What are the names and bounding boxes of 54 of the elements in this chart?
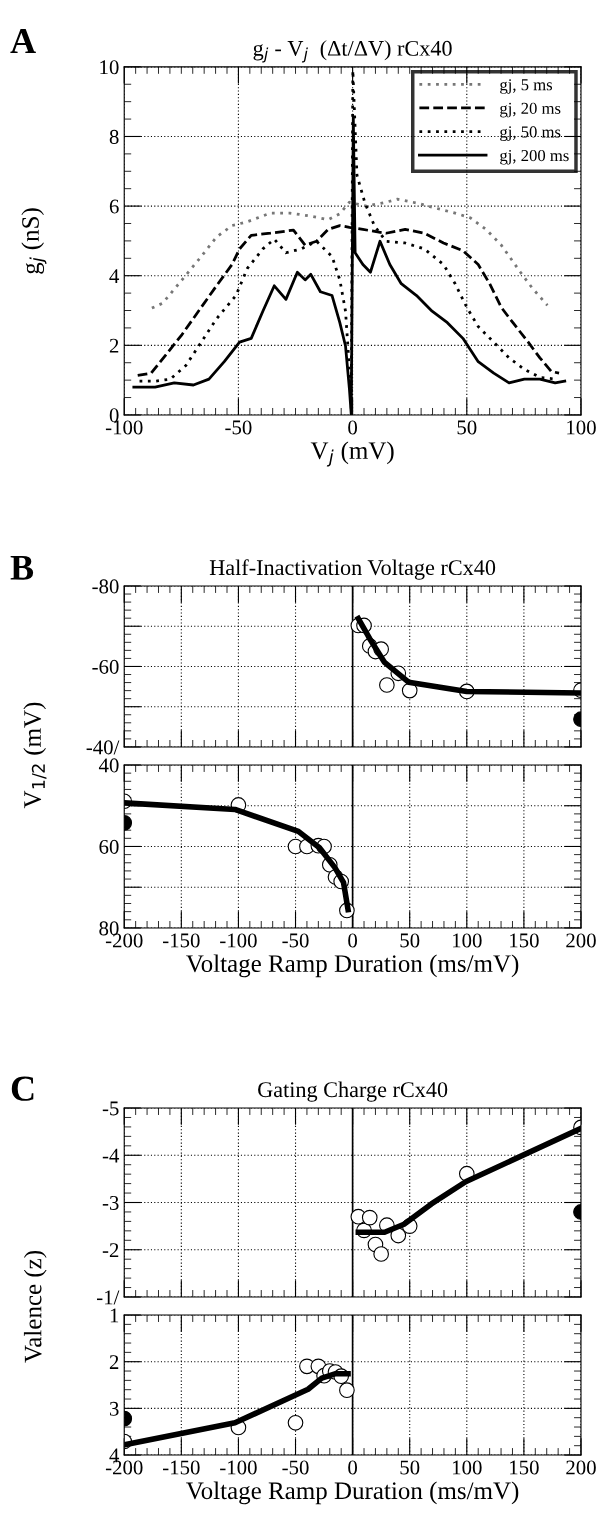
text: C xyxy=(11,1076,34,1101)
x-tick-label: -150 xyxy=(163,933,200,948)
y-tick-label: -3 xyxy=(102,1195,119,1210)
x-tick-label: 0 xyxy=(348,933,358,948)
x-tick-label: -100 xyxy=(220,1460,257,1475)
y-tick-label: -60 xyxy=(92,659,119,674)
y-tick-label: -40/ xyxy=(86,740,120,755)
x-axis-title: Voltage Ramp Duration (ms/mV) xyxy=(186,954,519,978)
y-tick-label: -2 xyxy=(102,1243,119,1257)
chart-title: g$_{j}$ - V$_{j}$ (Δt/ΔV) rCx40 xyxy=(253,40,452,63)
y-axis-title: V$_{1/2}$ (mV) xyxy=(23,702,47,809)
y-tick-label: 6 xyxy=(109,199,119,214)
x-tick-label: -100 xyxy=(220,933,257,948)
x-tick-label: 150 xyxy=(510,1460,539,1475)
chart-title: Half-Inactivation Voltage rCx40 xyxy=(209,559,496,580)
y-tick-label: 40 xyxy=(98,758,119,773)
x-tick-label: 200 xyxy=(566,1460,596,1475)
y-tick-label: 2 xyxy=(109,1355,119,1369)
y-tick-label: -5 xyxy=(102,1101,119,1116)
y-tick-label: 3 xyxy=(109,1401,119,1416)
text: A xyxy=(10,29,36,53)
x-tick-label: 0 xyxy=(348,420,358,435)
y-tick-label: -1/ xyxy=(97,1290,120,1305)
x-tick-label: 150 xyxy=(510,933,539,948)
x-tick-label: 50 xyxy=(400,933,420,948)
legend-label: gj, 5 ms xyxy=(500,79,553,94)
x-tick-label: -50 xyxy=(282,1460,309,1475)
y-tick-label: 2 xyxy=(109,338,119,353)
x-tick-label: 0 xyxy=(348,1460,358,1475)
legend-label: gj, 200 ms xyxy=(500,149,569,165)
x-axis-title: Voltage Ramp Duration (ms/mV) xyxy=(186,1481,519,1505)
x-tick-label: 50 xyxy=(457,420,477,435)
x-tick-label: 100 xyxy=(567,420,596,435)
x-tick-label: 50 xyxy=(400,1460,420,1475)
y-tick-label: 1 xyxy=(110,1308,119,1323)
y-axis-title: Valence (z) xyxy=(23,1250,47,1363)
x-tick-label: -50 xyxy=(225,420,252,435)
x-tick-label: 200 xyxy=(566,933,596,948)
legend-label: gj, 50 ms xyxy=(500,126,561,141)
y-tick-label: 8 xyxy=(109,129,119,144)
y-tick-label: 60 xyxy=(99,839,119,854)
y-axis-title: g$_{j}$ (nS) xyxy=(21,208,47,274)
y-tick-label: -80 xyxy=(92,579,119,594)
x-axis-title: V$_{j}$ (mV) xyxy=(310,441,394,467)
y-tick-label: -4 xyxy=(102,1148,120,1163)
text: B xyxy=(10,555,34,580)
chart-title: Gating Charge rCx40 xyxy=(258,1081,448,1102)
x-tick-label: -150 xyxy=(163,1460,200,1475)
x-tick-label: -50 xyxy=(282,933,309,948)
y-tick-label: 4 xyxy=(109,269,120,283)
x-tick-label: 100 xyxy=(453,1460,482,1475)
legend-label: gj, 20 ms xyxy=(500,102,561,118)
x-tick-label: 100 xyxy=(453,933,482,948)
y-tick-label: 10 xyxy=(100,60,119,75)
